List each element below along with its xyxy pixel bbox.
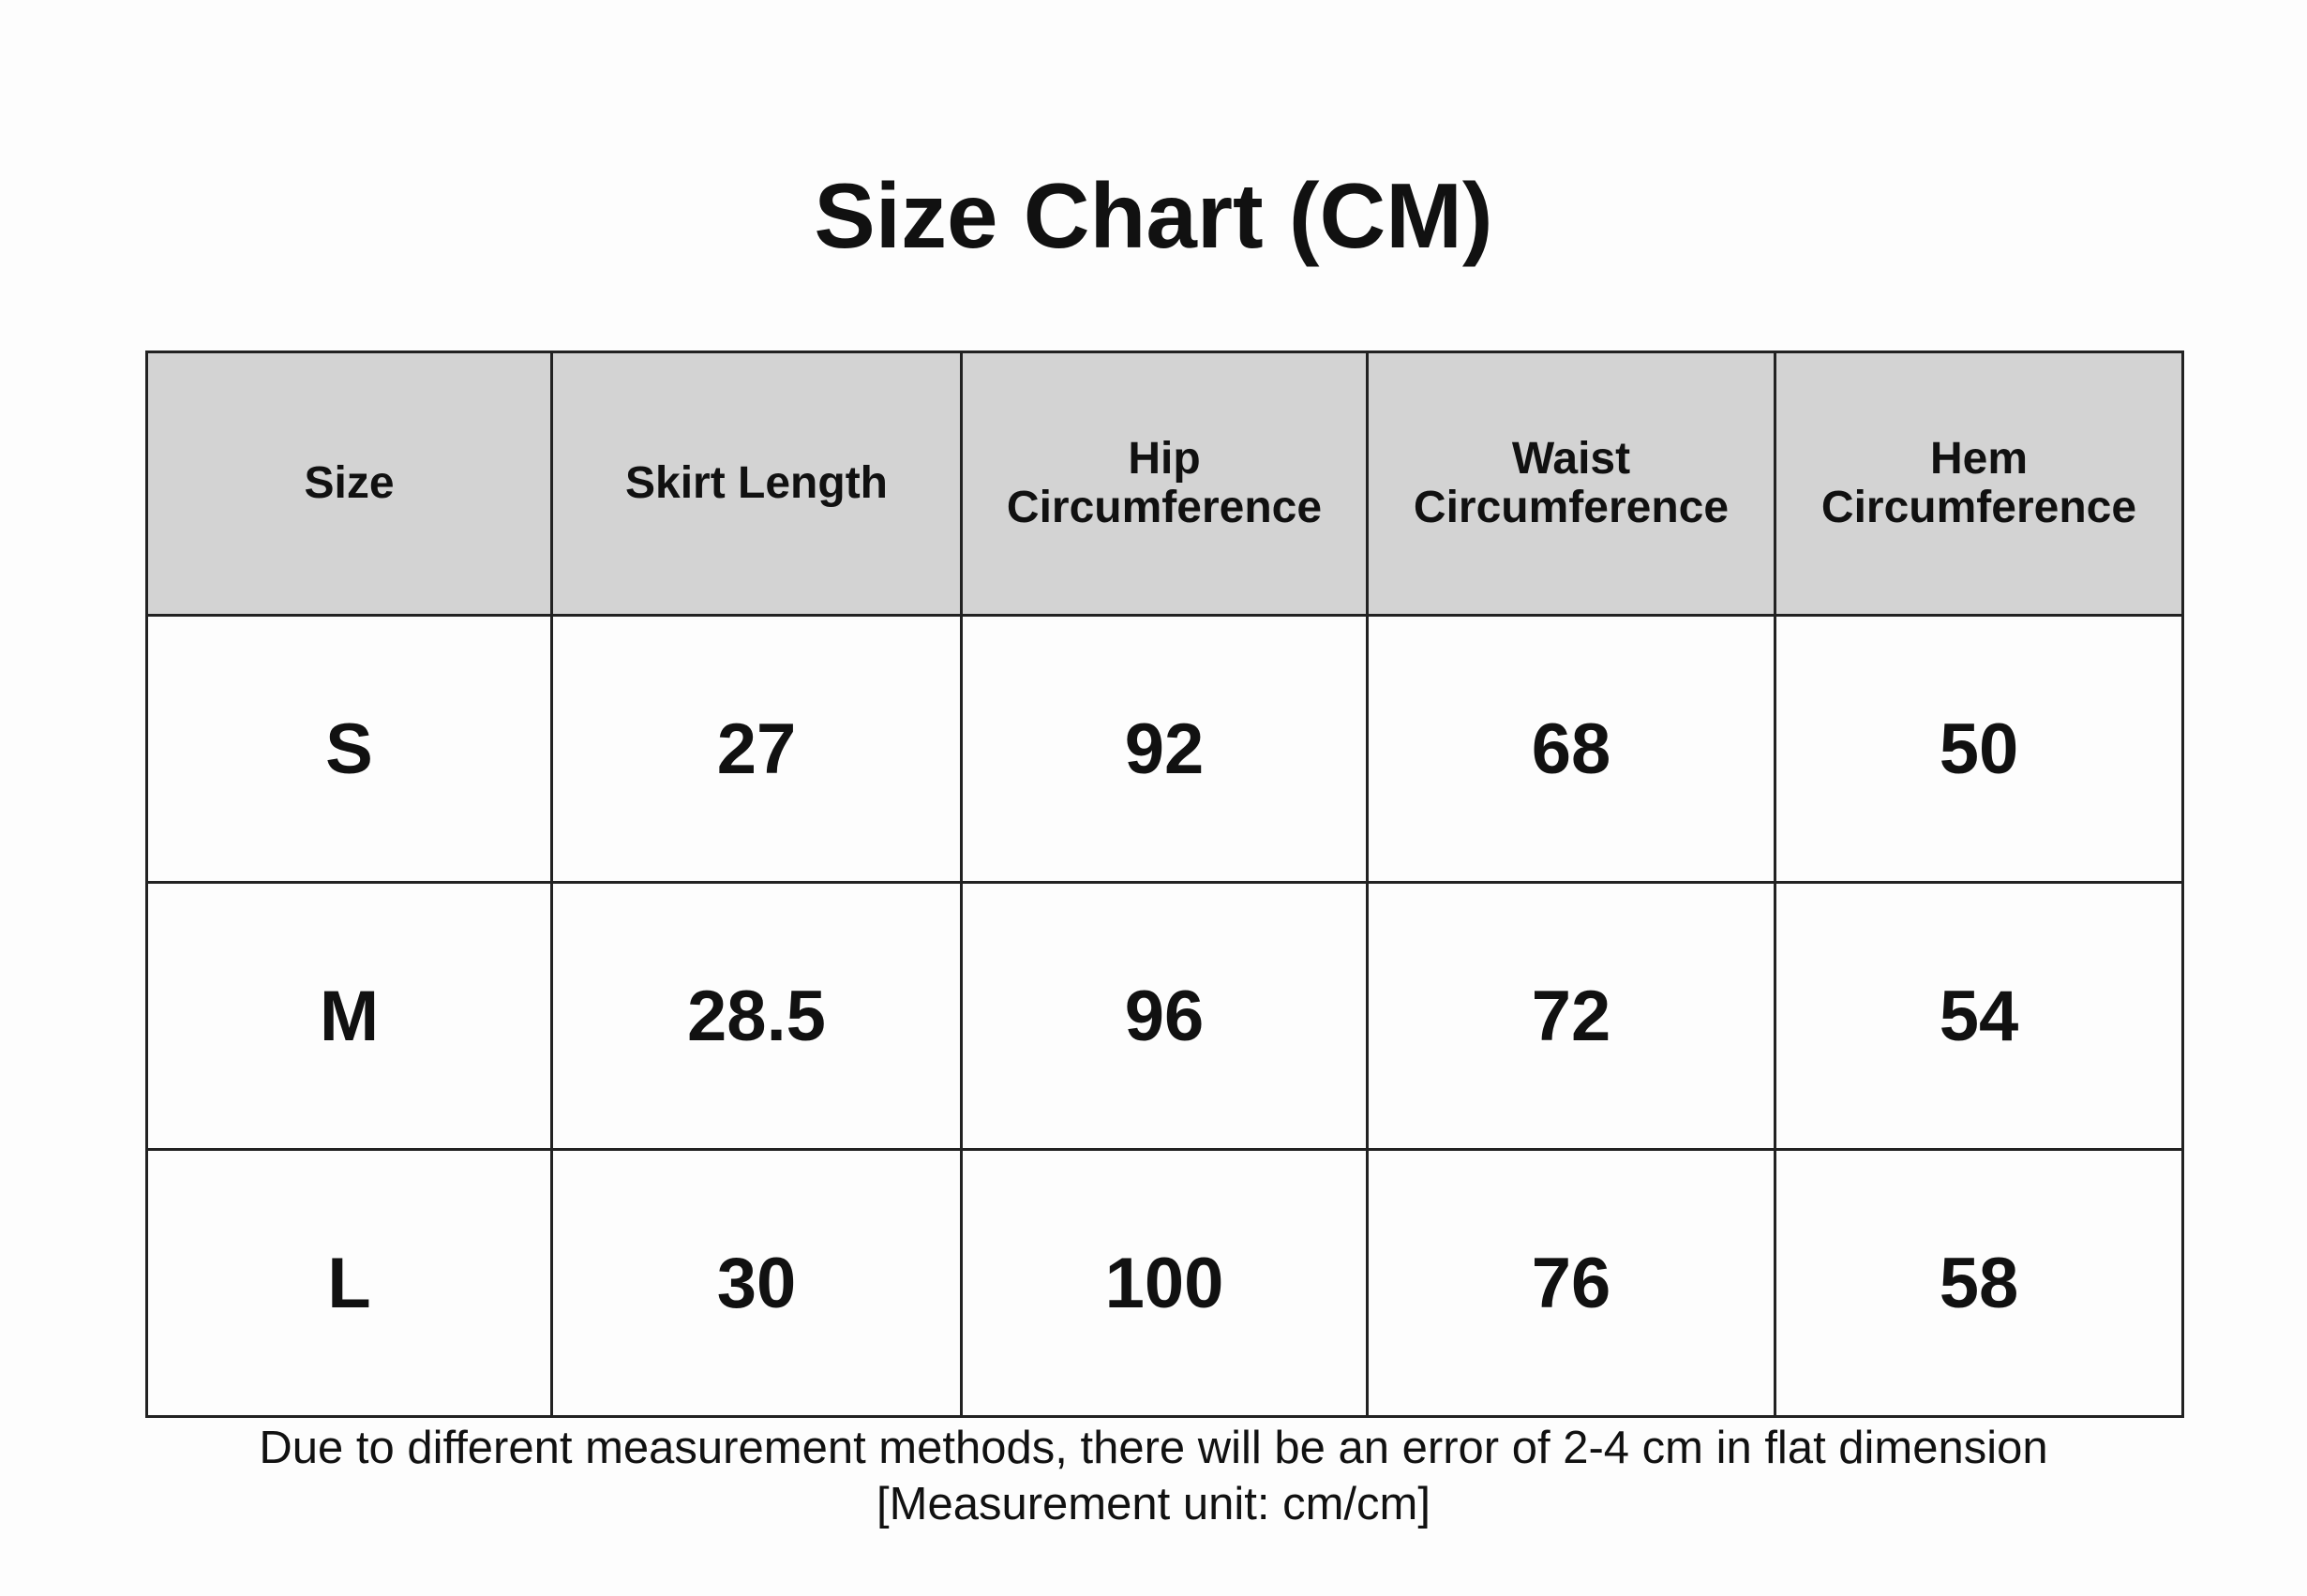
table-cell: 92 [960,614,1369,884]
table-cell: 30 [550,1148,963,1418]
table-body: Size Skirt Length Hip Circumference Waist C… [145,351,2184,1418]
table-cell: 72 [1366,881,1776,1151]
table-row: S 27 92 68 50 [145,614,2184,884]
note-line: Due to different measurement methods, th… [259,1423,2048,1473]
header-cell: Hip Circumference [960,351,1369,617]
table-cell: S [145,614,553,884]
header-cell: Waist Circumference [1366,351,1776,617]
note-line: [Measurement unit: cm/cm] [876,1479,1431,1529]
table-cell: 96 [960,881,1369,1151]
table-cell: 58 [1774,1148,2184,1418]
table-cell: 54 [1774,881,2184,1151]
table-cell: 28.5 [550,881,963,1151]
table-cell: 68 [1366,614,1776,884]
table-cell: 27 [550,614,963,884]
note: Due to different measurement methods, th… [0,1420,2307,1532]
table-cell: 50 [1774,614,2184,884]
header-cell: Hem Circumference [1774,351,2184,617]
table-cell: M [145,881,553,1151]
title: Size Chart (CM) [814,164,1493,267]
header-cell: Size [145,351,553,617]
table-cell: 76 [1366,1148,1776,1418]
table-row: M 28.5 96 72 54 [145,881,2184,1151]
table-row: L 30 100 76 58 [145,1148,2184,1418]
header-row: Size Skirt Length Hip Circumference Waist C… [145,351,2184,617]
header-cell: Skirt Length [550,351,963,617]
size-table: Size Skirt Length Hip Circumference Waist C… [145,351,2184,1418]
table-cell: L [145,1148,553,1418]
table-cell: 100 [960,1148,1369,1418]
